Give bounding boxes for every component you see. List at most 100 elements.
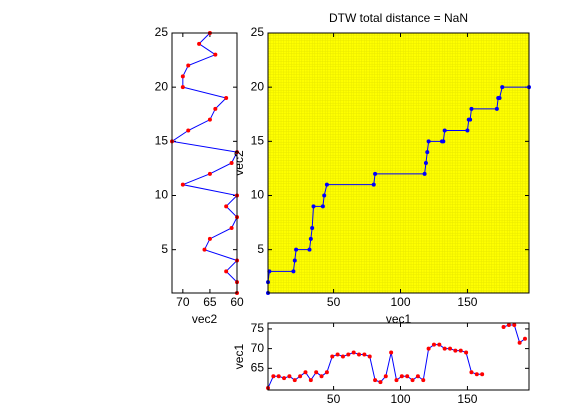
marker: [494, 106, 499, 111]
y-tick-label: 10: [251, 188, 265, 202]
marker: [298, 374, 303, 379]
marker: [294, 247, 299, 252]
marker: [330, 354, 335, 359]
y-tick-label: 15: [155, 134, 169, 148]
marker: [311, 204, 316, 209]
marker: [213, 106, 218, 111]
marker: [522, 336, 527, 341]
marker: [186, 63, 191, 68]
marker: [373, 171, 378, 176]
y-tick-label: 25: [251, 25, 265, 39]
x-tick-label: 150: [457, 295, 477, 309]
marker: [469, 106, 474, 111]
marker: [229, 161, 234, 165]
x-tick-label: 60: [230, 295, 244, 309]
marker: [322, 193, 327, 198]
axes-frame: [171, 32, 238, 294]
marker: [351, 350, 356, 355]
marker: [399, 374, 404, 379]
marker: [207, 117, 212, 122]
x-axis-label: vec2: [192, 312, 218, 326]
x-tick-label: 150: [457, 392, 477, 406]
marker: [186, 128, 191, 133]
marker: [346, 352, 351, 357]
marker: [405, 374, 410, 379]
y-tick-label: 75: [251, 321, 265, 335]
marker: [340, 354, 345, 359]
axes-frame: [267, 322, 530, 391]
marker: [180, 182, 185, 187]
x-tick-label: 50: [327, 295, 341, 309]
marker: [308, 236, 313, 241]
x-tick-label: 100: [390, 295, 410, 309]
marker: [465, 128, 470, 133]
marker: [437, 342, 442, 347]
marker: [292, 258, 297, 263]
y-tick-label: 10: [155, 188, 169, 202]
marker: [197, 41, 202, 46]
marker: [506, 322, 511, 327]
marker: [421, 378, 426, 383]
marker: [458, 348, 463, 353]
y-tick-label: 25: [155, 25, 169, 39]
y-tick-label: 20: [251, 79, 265, 93]
marker: [426, 346, 431, 351]
marker: [512, 322, 517, 327]
marker: [314, 370, 319, 375]
marker: [282, 376, 287, 381]
y-tick-label: 65: [251, 360, 265, 374]
marker: [426, 139, 431, 144]
marker: [276, 374, 281, 379]
y-axis-label: vec2: [232, 150, 246, 176]
marker: [319, 374, 324, 379]
marker: [324, 370, 329, 375]
x-tick-label: 65: [203, 295, 217, 309]
marker: [501, 324, 506, 329]
marker: [324, 182, 329, 187]
marker: [378, 380, 383, 385]
plot-area: [172, 33, 237, 293]
marker: [224, 269, 229, 274]
marker: [287, 374, 292, 379]
marker: [431, 342, 436, 347]
plot-area: [268, 323, 529, 390]
marker: [441, 139, 446, 144]
marker: [442, 128, 447, 133]
y-tick-label: 70: [251, 341, 265, 355]
chart-title: DTW total distance = NaN: [329, 11, 468, 25]
marker: [357, 352, 362, 357]
marker: [303, 370, 308, 375]
marker: [422, 171, 427, 176]
marker: [464, 350, 469, 355]
marker: [207, 171, 212, 176]
marker: [468, 117, 473, 122]
marker: [229, 226, 234, 230]
y-tick-label: 5: [161, 242, 168, 256]
marker: [389, 350, 394, 355]
y-tick-label: 20: [155, 79, 169, 93]
y-tick-label: 15: [251, 134, 265, 148]
marker: [335, 352, 340, 357]
marker: [497, 96, 502, 100]
marker: [310, 226, 315, 230]
marker: [291, 269, 296, 274]
marker: [448, 346, 453, 351]
marker: [517, 340, 522, 345]
marker: [383, 374, 388, 379]
x-tick-label: 100: [390, 392, 410, 406]
marker: [362, 352, 367, 357]
marker: [442, 346, 447, 351]
marker: [224, 204, 229, 209]
marker: [469, 370, 474, 375]
marker: [480, 372, 485, 377]
marker: [394, 378, 399, 383]
marker: [474, 372, 479, 377]
marker: [415, 374, 420, 379]
x-tick-label: 50: [327, 392, 341, 406]
y-axis-label: vec1: [232, 344, 246, 370]
marker: [308, 378, 313, 383]
x-tick-label: 70: [176, 295, 190, 309]
marker: [180, 74, 185, 79]
marker: [500, 85, 505, 90]
